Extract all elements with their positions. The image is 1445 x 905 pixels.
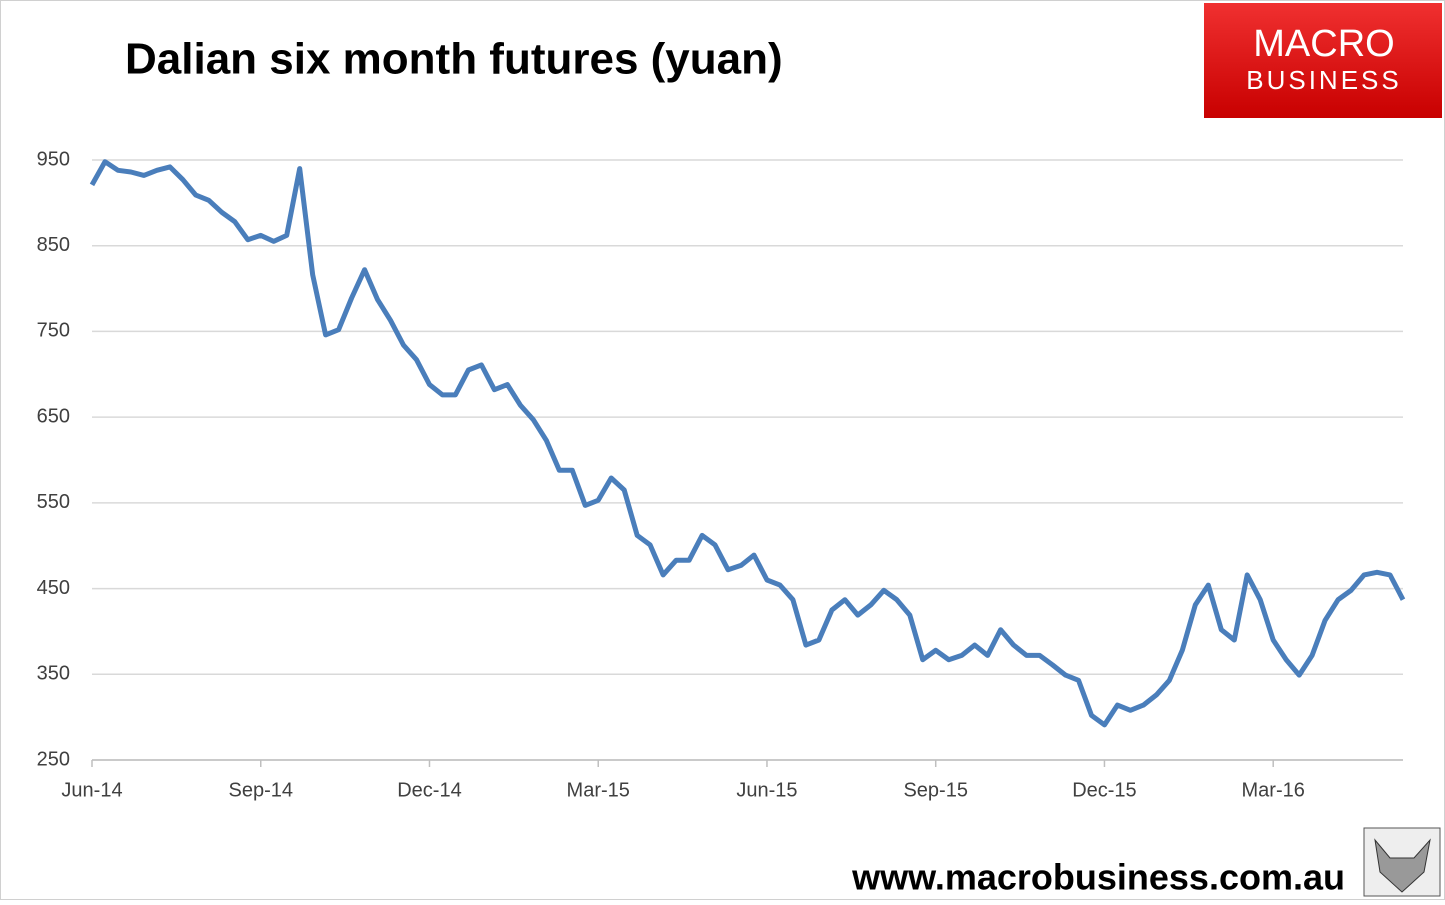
- brand-text: BUSINESS: [1246, 65, 1402, 95]
- y-tick-label: 950: [37, 148, 70, 170]
- chart-title: Dalian six month futures (yuan): [125, 35, 783, 84]
- y-tick-label: 250: [37, 748, 70, 770]
- brand-logo: [1204, 3, 1442, 118]
- x-tick-label: Dec-14: [397, 779, 461, 801]
- brand-text: MACRO: [1253, 23, 1394, 65]
- data-line: [89, 159, 1406, 728]
- website: www.macrobusiness.com.au: [851, 857, 1345, 898]
- y-tick-label: 750: [37, 320, 70, 342]
- x-tick-label: Sep-14: [228, 779, 293, 801]
- x-tick-label: Dec-15: [1072, 779, 1136, 801]
- fox-logo: [1374, 838, 1431, 893]
- y-tick-label: 550: [37, 491, 70, 513]
- x-tick-label: Mar-15: [567, 779, 630, 801]
- y-tick-label: 450: [37, 577, 70, 599]
- y-tick-label: 350: [37, 663, 70, 685]
- x-tick-label: Jun-15: [736, 779, 797, 801]
- y-tick-label: 850: [37, 234, 70, 256]
- x-tick-label: Sep-15: [903, 779, 968, 801]
- x-tick-label: Mar-16: [1242, 779, 1305, 801]
- x-tick-label: Jun-14: [61, 779, 122, 801]
- y-tick-label: 650: [37, 405, 70, 427]
